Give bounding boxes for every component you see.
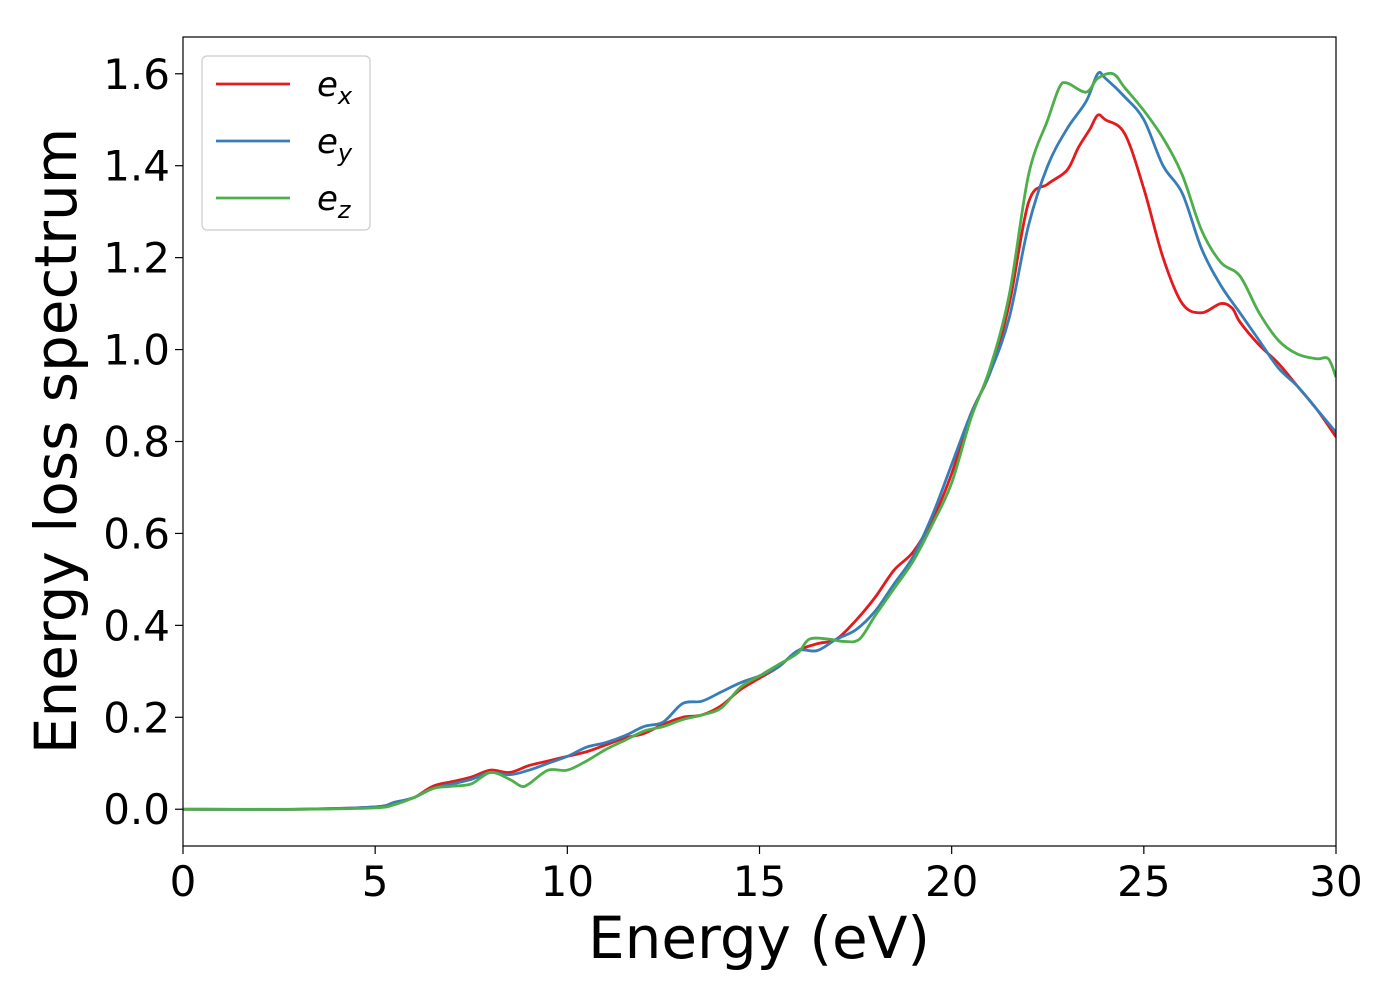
plot-lines — [183, 70, 1336, 811]
x-tick-label: 20 — [925, 857, 978, 906]
y-tick-label: 1.6 — [103, 50, 170, 99]
x-tick-label: 10 — [541, 857, 594, 906]
x-tick-label: 30 — [1309, 857, 1362, 906]
y-axis-ticks: 0.0 0.2 0.4 0.6 0.8 1.0 1.2 1.4 1.6 — [103, 50, 183, 834]
legend-label-y: ey — [317, 122, 353, 167]
x-tick-label: 0 — [170, 857, 197, 906]
legend-box — [201, 55, 371, 231]
series-line-x — [183, 113, 1336, 811]
y-tick-label: 0.0 — [103, 785, 170, 834]
y-tick-label: 0.6 — [103, 509, 170, 558]
y-tick-label: 1.4 — [103, 142, 170, 191]
series-line-z — [183, 72, 1336, 811]
y-tick-label: 0.4 — [103, 601, 170, 650]
legend: ex ey ez — [201, 55, 371, 231]
x-tick-label: 5 — [362, 857, 389, 906]
x-axis-ticks: 0 5 10 15 20 25 30 — [170, 846, 1363, 906]
x-tick-label: 25 — [1117, 857, 1170, 906]
x-axis-title: Energy (eV) — [588, 904, 930, 972]
y-tick-label: 1.2 — [103, 234, 170, 283]
y-tick-label: 0.8 — [103, 418, 170, 467]
y-axis-title: Energy loss spectrum — [22, 128, 90, 754]
legend-label-x: ex — [317, 65, 353, 110]
legend-label-z: ez — [317, 179, 352, 224]
y-tick-label: 0.2 — [103, 693, 170, 742]
y-tick-label: 1.0 — [103, 326, 170, 375]
x-tick-label: 15 — [733, 857, 786, 906]
